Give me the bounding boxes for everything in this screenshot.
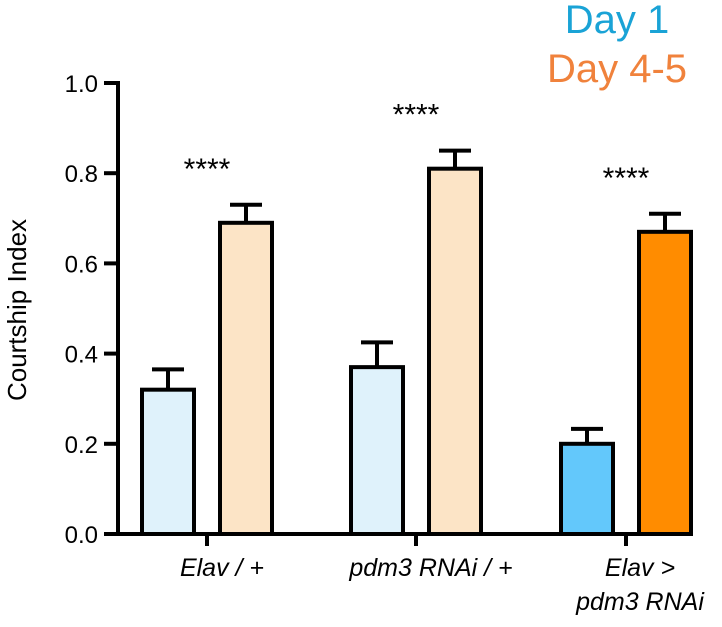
bar-day-4-5-2 xyxy=(637,229,693,537)
legend-entry: Day 1 xyxy=(565,0,670,42)
category-label: pdm3 RNAi xyxy=(575,588,705,616)
bar-day-4-5-1 xyxy=(427,166,483,536)
bar-day-1-2 xyxy=(559,441,615,536)
category-label: Elav > xyxy=(605,554,675,582)
y-tick-label: 0.4 xyxy=(65,342,98,369)
significance-label: **** xyxy=(184,153,231,186)
bar-day-1-0 xyxy=(140,387,196,536)
y-tick-label: 0.8 xyxy=(65,161,98,188)
y-tick-label: 0.6 xyxy=(65,251,98,278)
legend: Day 1 Day 4-5 xyxy=(547,0,687,91)
significance-label: **** xyxy=(603,162,650,195)
y-axis-label: Courtship Index xyxy=(2,219,32,401)
plot-area: 0.0 0.2 0.4 0.6 0.8 1.0 **** **** **** Elav / + pd… xyxy=(65,71,706,616)
legend-entry: Day 4-5 xyxy=(547,47,687,91)
y-tick-label: 0.2 xyxy=(65,432,98,459)
bar-day-1-1 xyxy=(349,365,405,536)
y-tick-label: 1.0 xyxy=(65,71,98,98)
y-tick-label: 0.0 xyxy=(65,522,98,549)
significance-label: **** xyxy=(393,99,440,132)
category-label: pdm3 RNAi / + xyxy=(348,554,512,582)
bar-day-4-5-0 xyxy=(218,220,274,536)
category-label: Elav / + xyxy=(180,554,264,582)
